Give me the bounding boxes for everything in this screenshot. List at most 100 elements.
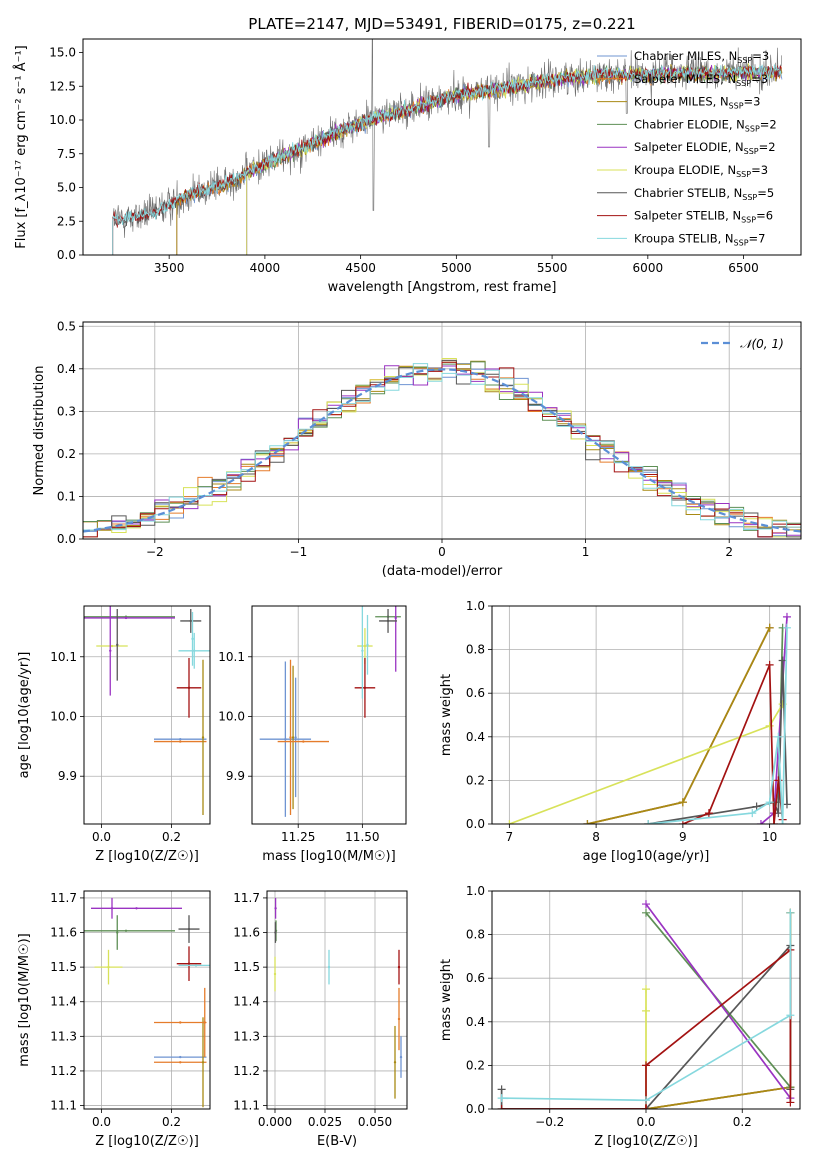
x-tick-label: 0.2 xyxy=(733,1115,752,1129)
data-point xyxy=(778,820,787,824)
legend-entry: Chabrier ELODIE, NSSP=2 xyxy=(634,117,777,133)
data-point xyxy=(786,908,795,917)
plot-area xyxy=(84,897,210,1108)
errorbar-point xyxy=(154,737,207,741)
legend-entry: Salpeter ELODIE, NSSP=2 xyxy=(634,140,776,156)
data-point xyxy=(765,660,774,669)
data-point xyxy=(765,623,774,632)
data-point xyxy=(179,1061,182,1064)
data-point xyxy=(193,649,196,652)
legend-entry: 𝒩(0, 1) xyxy=(740,337,784,351)
x-tick-label: 6000 xyxy=(633,261,664,275)
x-tick-label: 5500 xyxy=(537,261,568,275)
errorbar-point xyxy=(274,897,277,919)
series-line xyxy=(645,903,792,1099)
data-point xyxy=(642,908,650,917)
y-tick-label: 0.1 xyxy=(57,489,76,503)
y-tick-label: 11.7 xyxy=(233,891,260,905)
x-tick-label: 2 xyxy=(725,545,733,559)
axes-frame xyxy=(83,890,211,1110)
legend-entry: Chabrier STELIB, NSSP=5 xyxy=(634,186,774,202)
x-tick-label: 0.025 xyxy=(308,1115,342,1129)
data-point xyxy=(187,686,191,690)
data-point xyxy=(393,1061,397,1064)
y-tick-label: 11.6 xyxy=(233,926,260,940)
errorbar-point xyxy=(94,949,123,985)
y-tick-label: 11.2 xyxy=(233,1064,260,1078)
data-point xyxy=(116,931,119,934)
y-tick-label: 0.8 xyxy=(466,928,485,942)
data-point xyxy=(107,965,110,969)
errorbar-point xyxy=(178,915,200,943)
y-tick-label: 0.2 xyxy=(466,1058,485,1072)
data-point xyxy=(505,820,514,824)
data-point xyxy=(642,1061,650,1070)
x-tick-label: 1 xyxy=(582,545,590,559)
normal-reference-curve xyxy=(83,368,801,533)
y-tick-label: 0.4 xyxy=(466,1015,485,1029)
errorbar-point xyxy=(289,659,292,816)
data-point xyxy=(399,1055,403,1059)
errorbar-point xyxy=(154,1061,207,1064)
errorbar-point xyxy=(294,677,297,798)
panel-residuals: −2 −1 0 1 2 0.0 0.1 0.2 0.3 0.4 0.5 (data-model)/er… xyxy=(32,319,802,579)
data-point xyxy=(274,907,277,910)
y-tick-label: 11.7 xyxy=(50,891,77,905)
y-tick-label: 0.8 xyxy=(466,643,485,657)
data-point xyxy=(642,1105,650,1109)
errorbar-point xyxy=(203,987,206,1058)
y-tick-label: 12.5 xyxy=(49,79,76,93)
series-kroupa-miles xyxy=(583,623,774,824)
data-point xyxy=(179,740,182,743)
panel-mass-vs-ebv: 0.000 0.025 0.050 11.1 11.2 11.3 11.4 11.5 11.6 1… xyxy=(233,890,408,1149)
data-point xyxy=(179,1021,182,1024)
data-point xyxy=(294,736,297,739)
y-tick-label: 0.2 xyxy=(57,447,76,461)
y-tick-label: 10.1 xyxy=(218,650,245,664)
legend-entry: Salpeter MILES, NSSP=3 xyxy=(634,72,768,88)
errorbar-point xyxy=(361,606,364,699)
y-tick-label: 7.5 xyxy=(57,147,76,161)
x-axis-label: mass [log10(M/M☉)] xyxy=(262,849,395,864)
series-kroupa-stelib xyxy=(497,908,795,1105)
data-point xyxy=(194,964,198,967)
x-axis-label: wavelength [Angstrom, rest frame] xyxy=(328,280,557,295)
panel-massweight-vs-age: 7 8 9 10 0.0 0.2 0.4 0.6 0.8 1.0 age [log10(age/yr… xyxy=(439,599,801,864)
y-tick-label: 11.1 xyxy=(233,1099,260,1113)
data-point xyxy=(644,820,653,824)
x-tick-label: −0.2 xyxy=(535,1115,564,1129)
y-tick-label: 11.3 xyxy=(50,1029,77,1043)
errorbar-point xyxy=(154,1055,207,1059)
data-point xyxy=(109,649,112,652)
x-tick-label: 0 xyxy=(438,545,446,559)
series-line xyxy=(682,664,784,824)
plot-area xyxy=(273,897,403,1099)
data-point xyxy=(748,809,757,818)
data-point xyxy=(327,965,331,969)
errorbar-point xyxy=(176,946,202,981)
x-tick-label: 10 xyxy=(762,830,777,844)
y-tick-label: 11.5 xyxy=(50,960,77,974)
series-kroupa-elodie xyxy=(505,700,787,824)
data-point xyxy=(284,737,287,741)
data-point xyxy=(778,656,787,665)
data-point xyxy=(678,820,687,824)
axes-frame xyxy=(251,605,407,825)
data-point xyxy=(397,1017,401,1021)
data-point xyxy=(201,1061,205,1064)
y-tick-label: 10.0 xyxy=(49,113,76,127)
data-point xyxy=(179,737,182,741)
x-tick-label: 11.50 xyxy=(345,830,379,844)
y-axis-label: mass [log10(M/M☉)] xyxy=(17,933,32,1066)
panel-massweight-vs-z: −0.2 0.0 0.2 0.0 0.2 0.4 0.6 0.8 1.0 Z [log10(Z/Z… xyxy=(439,884,801,1149)
y-tick-label: 0.4 xyxy=(57,362,76,376)
y-tick-label: 15.0 xyxy=(49,46,76,60)
errorbar-point xyxy=(397,949,401,985)
axes-frame xyxy=(83,605,211,825)
axes-frame xyxy=(82,321,802,540)
errorbar-point xyxy=(201,1017,205,1108)
x-axis-label: Z [log10(Z/Z☉)] xyxy=(95,849,199,864)
errorbar-point xyxy=(154,740,207,743)
x-tick-label: 0.2 xyxy=(162,830,181,844)
axes-frame xyxy=(491,605,801,825)
